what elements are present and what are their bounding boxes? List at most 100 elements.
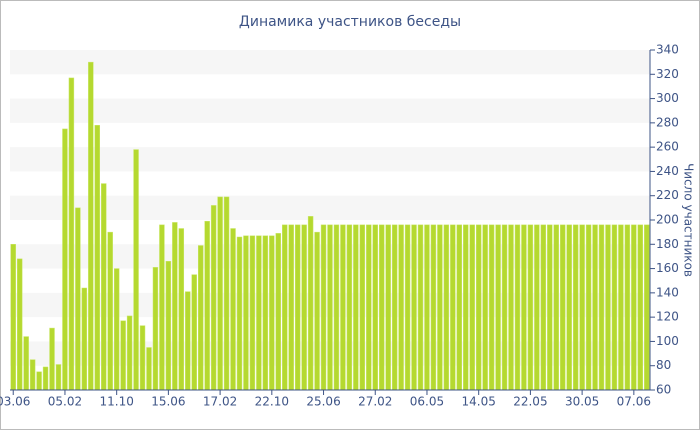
bar [10, 244, 16, 391]
bar [152, 267, 159, 391]
bar [230, 228, 236, 391]
bar [450, 224, 456, 391]
x-tick-label: 03.06 [0, 395, 30, 409]
bar [598, 224, 605, 391]
bar [320, 224, 327, 391]
bar [113, 268, 120, 391]
bar [88, 61, 94, 391]
bar [55, 364, 62, 391]
bar [585, 224, 592, 391]
bar [36, 371, 42, 391]
bar [333, 224, 340, 391]
bar [198, 245, 204, 391]
bar [443, 224, 450, 391]
x-tick-label: 06.05 [410, 395, 444, 409]
bar [133, 149, 139, 391]
bar [346, 224, 353, 391]
grid-band [10, 98, 650, 123]
x-tick-label: 25.06 [306, 395, 340, 409]
bar [391, 224, 398, 391]
bar [282, 224, 288, 391]
bar [62, 128, 68, 391]
bar [172, 222, 178, 391]
bar [637, 224, 644, 391]
x-tick-label: 15.06 [151, 395, 185, 409]
bar [42, 366, 49, 391]
x-tick-label: 05.02 [48, 395, 82, 409]
bar [385, 224, 391, 391]
bar [592, 224, 598, 391]
bar [482, 224, 488, 391]
y-tick-label: 200 [656, 213, 679, 227]
x-tick-label: 17.02 [203, 395, 237, 409]
bar [611, 224, 618, 391]
bar [249, 235, 256, 391]
bar [521, 224, 527, 391]
bar [560, 224, 566, 391]
bar [262, 235, 269, 391]
bar [495, 224, 501, 391]
bar [618, 224, 624, 391]
bar [379, 224, 385, 391]
bar [501, 224, 508, 391]
bar [101, 183, 107, 391]
bar [243, 235, 249, 391]
y-tick-label: 100 [656, 334, 679, 348]
bar [81, 287, 88, 391]
bar [547, 224, 553, 391]
bar [456, 224, 462, 391]
bar [527, 224, 534, 391]
bar [275, 233, 281, 391]
bar [353, 224, 359, 391]
bar [631, 224, 637, 391]
y-tick-label: 180 [656, 237, 679, 251]
bar [139, 325, 146, 391]
bar [553, 224, 559, 391]
bar [463, 224, 469, 391]
grid-band [10, 195, 650, 220]
x-tick-label: 07.06 [617, 395, 651, 409]
bar [49, 327, 55, 391]
bar [288, 224, 294, 391]
bar [223, 196, 230, 391]
x-tick-label: 30.05 [565, 395, 599, 409]
bar [644, 224, 650, 391]
bar [269, 235, 275, 391]
bar [75, 207, 81, 391]
bar [185, 291, 191, 391]
bar [146, 347, 152, 391]
bar [217, 196, 223, 391]
y-tick-label: 220 [656, 188, 679, 202]
x-tick-label: 14.05 [462, 395, 496, 409]
bar [165, 261, 172, 391]
bar [424, 224, 430, 391]
bar [120, 320, 126, 391]
bar [624, 224, 631, 391]
bar [94, 125, 100, 391]
bar [301, 224, 307, 391]
bar [398, 224, 404, 391]
bar [475, 224, 482, 391]
bar [307, 216, 314, 391]
y-tick-label: 160 [656, 261, 679, 275]
bar [540, 224, 547, 391]
bar [372, 224, 378, 391]
bar [605, 224, 611, 391]
bar [159, 224, 165, 391]
bar [359, 224, 366, 391]
y-tick-label: 80 [656, 358, 671, 372]
bar [126, 315, 133, 391]
bar [16, 258, 23, 391]
bar [508, 224, 514, 391]
x-tick-label: 22.10 [255, 395, 289, 409]
bar [294, 224, 301, 391]
grid-band [10, 147, 650, 172]
grid-band [10, 50, 650, 75]
y-tick-label: 240 [656, 164, 679, 178]
bar [256, 235, 262, 391]
y-tick-label: 280 [656, 115, 679, 129]
bar [572, 224, 579, 391]
y-tick-label: 300 [656, 91, 679, 105]
bar [23, 336, 29, 391]
